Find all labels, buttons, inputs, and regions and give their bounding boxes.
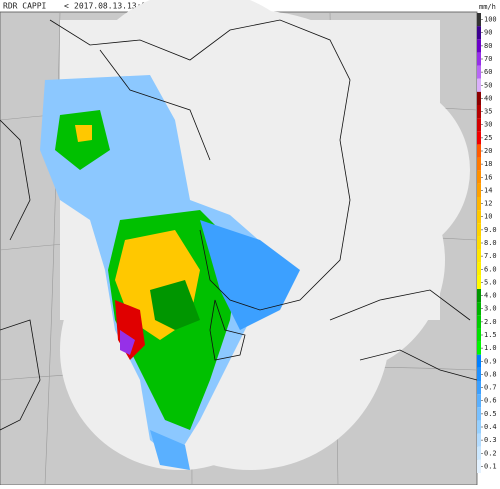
legend-label: 8.0 — [484, 239, 497, 247]
legend-swatch — [477, 210, 481, 224]
legend-label: 18 — [484, 160, 492, 168]
legend-swatch — [477, 446, 481, 460]
legend-swatch — [477, 289, 481, 303]
legend-swatch — [477, 302, 481, 316]
legend-label: 12 — [484, 200, 492, 208]
legend-label: 0.5 — [484, 410, 497, 418]
legend-swatch — [477, 433, 481, 447]
legend-swatch — [477, 197, 481, 211]
legend-swatch — [477, 78, 481, 92]
legend-label: 25 — [484, 134, 492, 142]
legend-label: 9.0 — [484, 226, 497, 234]
legend-label: 5.0 — [484, 278, 497, 286]
legend-label: 0.8 — [484, 370, 497, 378]
legend-swatch — [477, 26, 481, 40]
legend-label: 60 — [484, 68, 492, 76]
legend-swatch — [477, 131, 481, 145]
legend-swatch — [477, 420, 481, 434]
legend-swatch — [477, 144, 481, 158]
legend-label: 0.1 — [484, 462, 497, 470]
legend-label: 0.2 — [484, 449, 497, 457]
legend-label: 80 — [484, 42, 492, 50]
legend-swatch — [477, 459, 481, 473]
legend-label: 70 — [484, 55, 492, 63]
legend-unit: mm/h — [479, 3, 496, 11]
legend-label: 14 — [484, 186, 492, 194]
legend-swatch — [477, 183, 481, 197]
legend-swatch — [477, 407, 481, 421]
legend-swatch — [477, 105, 481, 119]
legend-label: 35 — [484, 108, 492, 116]
map — [0, 0, 478, 486]
legend-label: 0.9 — [484, 357, 497, 365]
legend-swatch — [477, 315, 481, 329]
legend-swatch — [477, 13, 481, 27]
legend-label: 100 — [484, 16, 497, 24]
legend: 100 90 80 70 60 50 40 35 30 25 20 18 16 14 12 10 9.0 8.0 7… — [477, 13, 497, 473]
legend-swatch — [477, 157, 481, 171]
legend-label: 0.7 — [484, 384, 497, 392]
prev-button[interactable]: < — [64, 2, 69, 11]
legend-swatch — [477, 65, 481, 79]
legend-label: 4.0 — [484, 292, 497, 300]
legend-swatch — [477, 39, 481, 53]
legend-swatch — [477, 249, 481, 263]
legend-swatch — [477, 91, 481, 105]
legend-label: 40 — [484, 94, 492, 102]
legend-label: 30 — [484, 121, 492, 129]
legend-swatch — [477, 394, 481, 408]
legend-swatch — [477, 52, 481, 66]
legend-swatch — [477, 275, 481, 289]
legend-label: 1.0 — [484, 344, 497, 352]
legend-swatch — [477, 223, 481, 237]
coastlines — [0, 19, 478, 431]
legend-label: 3.0 — [484, 305, 497, 313]
legend-label: 7.0 — [484, 252, 497, 260]
legend-swatch — [477, 341, 481, 355]
legend-label: 1.5 — [484, 331, 497, 339]
legend-label: 0.6 — [484, 397, 497, 405]
timestamp: 2017.08.13.13:30 — [74, 2, 151, 11]
legend-swatch — [477, 381, 481, 395]
legend-label: 10 — [484, 213, 492, 221]
legend-swatch — [477, 236, 481, 250]
legend-swatch — [477, 262, 481, 276]
legend-label: 0.3 — [484, 436, 497, 444]
product-title: RDR CAPPI — [3, 2, 47, 11]
legend-swatch — [477, 118, 481, 132]
legend-label: 2.0 — [484, 318, 497, 326]
legend-label: 90 — [484, 29, 492, 37]
legend-label: 50 — [484, 81, 492, 89]
legend-label: 16 — [484, 173, 492, 181]
legend-swatch — [477, 170, 481, 184]
legend-swatch — [477, 354, 481, 368]
legend-label: 6.0 — [484, 265, 497, 273]
legend-label: 0.4 — [484, 423, 497, 431]
legend-label: 20 — [484, 147, 492, 155]
legend-swatch — [477, 328, 481, 342]
legend-swatch — [477, 367, 481, 381]
